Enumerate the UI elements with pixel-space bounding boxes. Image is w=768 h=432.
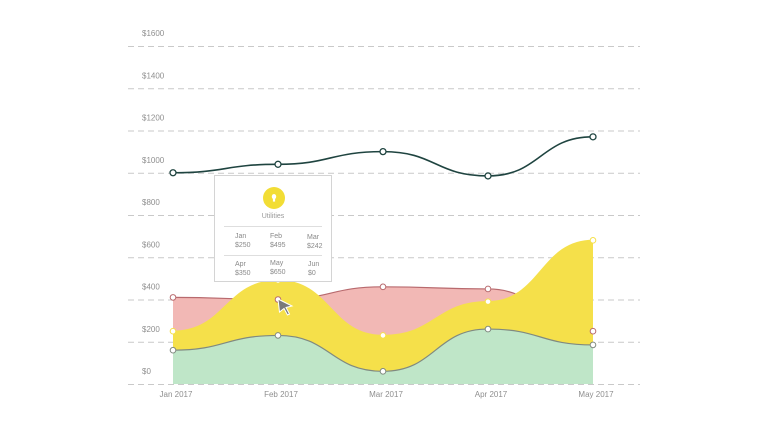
data-point [169,294,177,301]
y-tick-label: $600 [142,240,160,249]
data-point [484,298,492,305]
tooltip-divider [224,255,322,256]
data-point [484,172,492,180]
label-layer: $0 $200 $400 $600 $800 $1000 $1200 $1400 $1600 Ja… [142,29,614,399]
tooltip-title: Utilities [261,213,285,220]
tooltip-cell-mar: Mar $242 [307,234,323,250]
data-point [484,325,492,333]
area-series-3 [173,329,593,384]
y-tick-label: $1600 [142,29,165,38]
y-tick-label: $1400 [142,71,165,80]
tooltip-cell-jan: Jan $250 [235,233,251,249]
x-tick-label: May 2017 [578,390,614,399]
x-tick-label: Apr 2017 [475,390,508,399]
data-point [589,237,597,244]
data-point [379,332,387,339]
data-point [484,285,492,293]
data-point [589,341,597,349]
data-point [169,169,177,177]
data-point [379,283,387,291]
tooltip-utilities: Utilities Jan $250 Feb $495 Mar $242 Apr $35… [214,175,332,282]
tooltip-cell-apr: Apr $350 [235,261,251,277]
lightbulb-icon [263,187,285,209]
y-tick-label: $800 [142,198,160,207]
data-point [379,368,387,375]
data-point [169,327,177,335]
data-point [274,332,282,339]
y-tick-label: $0 [142,367,151,376]
tooltip-cell-may: May $650 [270,260,286,276]
data-point [379,147,387,156]
tooltip-cell-jun: Jun $0 [308,261,320,277]
data-point [589,327,597,335]
data-point [169,346,177,354]
y-tick-label: $1000 [142,156,165,165]
line-series-0 [172,136,594,177]
data-point [274,160,282,168]
y-tick-label: $1200 [142,114,165,123]
y-tick-label: $400 [142,283,160,292]
x-tick-label: Feb 2017 [264,390,298,399]
pointer-cursor-icon [276,297,296,322]
x-tick-label: Jan 2017 [160,390,193,399]
data-point [589,133,597,141]
x-tick-label: Mar 2017 [369,390,403,399]
tooltip-cell-feb: Feb $495 [270,233,286,249]
tooltip-divider [224,226,322,227]
line-layer [172,136,594,177]
y-tick-label: $200 [142,325,160,334]
